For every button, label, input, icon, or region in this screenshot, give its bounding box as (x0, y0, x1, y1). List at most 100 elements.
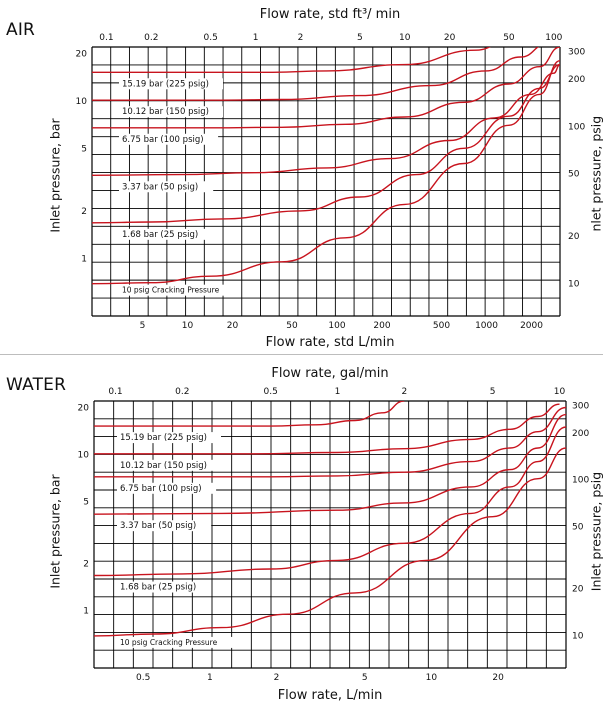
water-top-axis-title: Flow rate, gal/min (271, 366, 389, 381)
curve-label-bg (117, 432, 221, 444)
pressure-curve (94, 413, 566, 515)
y-left-tick-label: 2 (83, 560, 89, 570)
pressure-curve (94, 403, 560, 455)
curve-label: 3.37 bar (50 psig) (122, 182, 198, 192)
y-right-tick-label: 10 (568, 279, 580, 289)
x-top-tick-label: 5 (357, 33, 363, 43)
x-bottom-tick-label: 2 (274, 673, 280, 683)
x-top-tick-label: 2 (298, 33, 304, 43)
x-top-tick-label: 0.1 (99, 33, 113, 43)
pressure-curve (94, 426, 566, 577)
y-right-tick-label: 100 (572, 476, 589, 486)
curve-label-bg (119, 228, 214, 240)
air-chart-svg: 0.1 0.2 0.5 1 2 5 10 20 50 100 5 10 20 50 100 200 500 100… (76, 33, 586, 331)
water-bottom-axis-title: Flow rate, L/min (277, 688, 383, 703)
x-top-tick-label: 0.5 (264, 387, 278, 397)
x-top-tick-label: 1 (335, 387, 341, 397)
curve-label: 6.75 bar (100 psig) (120, 484, 202, 494)
curve-label-bg (117, 636, 235, 648)
curve-label: 1.68 bar (25 psig) (120, 583, 196, 593)
water-chart-panel: WATER Flow rate, gal/min Flow rate, L/mi… (0, 354, 603, 709)
air-panel-label: AIR (6, 20, 36, 40)
curve-label-bg (119, 106, 223, 118)
curve-label-bg (117, 482, 217, 494)
water-panel-label: WATER (6, 375, 67, 395)
y-left-tick-label: 1 (83, 607, 89, 617)
y-right-tick-label: 20 (568, 232, 580, 242)
curve-label-bg (117, 459, 221, 471)
curve-label: 10 psig Cracking Pressure (120, 638, 218, 647)
x-bottom-tick-label: 10 (426, 673, 438, 683)
x-bottom-tick-label: 500 (433, 321, 450, 331)
pressure-curve (94, 401, 405, 427)
x-top-tick-label: 2 (401, 387, 407, 397)
pressure-curve (92, 63, 560, 224)
curve-label-bg (117, 581, 212, 593)
x-bottom-tick-label: 1000 (475, 321, 498, 331)
x-top-tick-label: 0.5 (204, 33, 218, 43)
y-right-tick-label: 100 (568, 122, 585, 132)
y-right-tick-label: 50 (568, 170, 580, 180)
x-bottom-tick-label: 0.5 (136, 673, 150, 683)
y-right-tick-label: 300 (568, 47, 585, 57)
y-left-tick-label: 10 (78, 450, 90, 460)
air-top-axis-title: Flow rate, std ft³/ min (259, 7, 401, 22)
curve-label-bg (119, 284, 237, 296)
y-left-tick-label: 5 (81, 144, 87, 154)
x-bottom-tick-label: 5 (362, 673, 368, 683)
curve-label: 10.12 bar (150 psig) (120, 461, 207, 471)
x-bottom-tick-label: 1 (207, 673, 213, 683)
air-bottom-axis-title: Flow rate, std L/min (265, 335, 395, 350)
x-bottom-tick-label: 20 (227, 321, 239, 331)
y-left-tick-label: 5 (83, 498, 89, 508)
y-right-tick-label: 200 (572, 429, 589, 439)
x-top-tick-label: 20 (444, 33, 456, 43)
x-top-tick-label: 100 (545, 33, 562, 43)
pressure-curve (92, 47, 540, 101)
x-top-tick-label: 10 (554, 387, 566, 397)
x-top-tick-label: 10 (399, 33, 411, 43)
curve-label: 10.12 bar (150 psig) (122, 107, 209, 117)
y-right-tick-label: 50 (572, 523, 584, 533)
x-bottom-tick-label: 20 (492, 673, 504, 683)
x-bottom-tick-label: 100 (328, 321, 345, 331)
curve-label-bg (119, 78, 223, 90)
x-bottom-tick-label: 50 (286, 321, 298, 331)
y-right-tick-label: 200 (568, 75, 585, 85)
pressure-curve (92, 47, 491, 74)
x-bottom-tick-label: 2000 (520, 321, 543, 331)
x-top-tick-label: 0.2 (175, 387, 189, 397)
x-bottom-tick-label: 5 (140, 321, 146, 331)
curve-label: 3.37 bar (50 psig) (120, 521, 196, 531)
y-left-tick-label: 1 (81, 254, 87, 264)
x-top-tick-label: 50 (503, 33, 515, 43)
y-left-tick-label: 20 (76, 50, 88, 60)
x-bottom-tick-label: 10 (182, 321, 194, 331)
curve-label: 15.19 bar (225 psig) (122, 79, 209, 89)
curve-label: 10 psig Cracking Pressure (122, 286, 220, 295)
panel-divider (0, 354, 603, 355)
y-left-tick-label: 2 (81, 207, 87, 217)
curve-label: 1.68 bar (25 psig) (122, 230, 198, 240)
curve-label: 15.19 bar (225 psig) (120, 433, 207, 443)
x-top-tick-label: 0.2 (144, 33, 158, 43)
x-top-tick-label: 5 (490, 387, 496, 397)
pressure-curve (92, 60, 560, 285)
curve-label-bg (117, 520, 212, 532)
pressure-curve (92, 47, 560, 129)
y-right-tick-label: 300 (572, 401, 589, 411)
y-left-tick-label: 20 (78, 403, 90, 413)
y-left-tick-label: 10 (76, 97, 88, 107)
water-chart-svg: 0.1 0.2 0.5 1 2 5 10 0.5 1 2 5 10 20 1 2 5 10 20 10 20 50 100… (78, 387, 590, 683)
air-chart-panel: AIR Flow rate, std ft³/ min Flow rate, s… (0, 0, 603, 354)
curve-label-bg (119, 181, 214, 193)
x-top-tick-label: 1 (253, 33, 259, 43)
y-right-tick-label: 10 (572, 632, 584, 642)
grid (93, 400, 567, 669)
y-right-tick-label: 20 (572, 585, 584, 595)
x-top-tick-label: 0.1 (108, 387, 122, 397)
x-bottom-tick-label: 200 (373, 321, 390, 331)
curve-label: 6.75 bar (100 psig) (122, 135, 204, 145)
pressure-curve (94, 406, 566, 478)
pressure-curve (94, 447, 566, 637)
